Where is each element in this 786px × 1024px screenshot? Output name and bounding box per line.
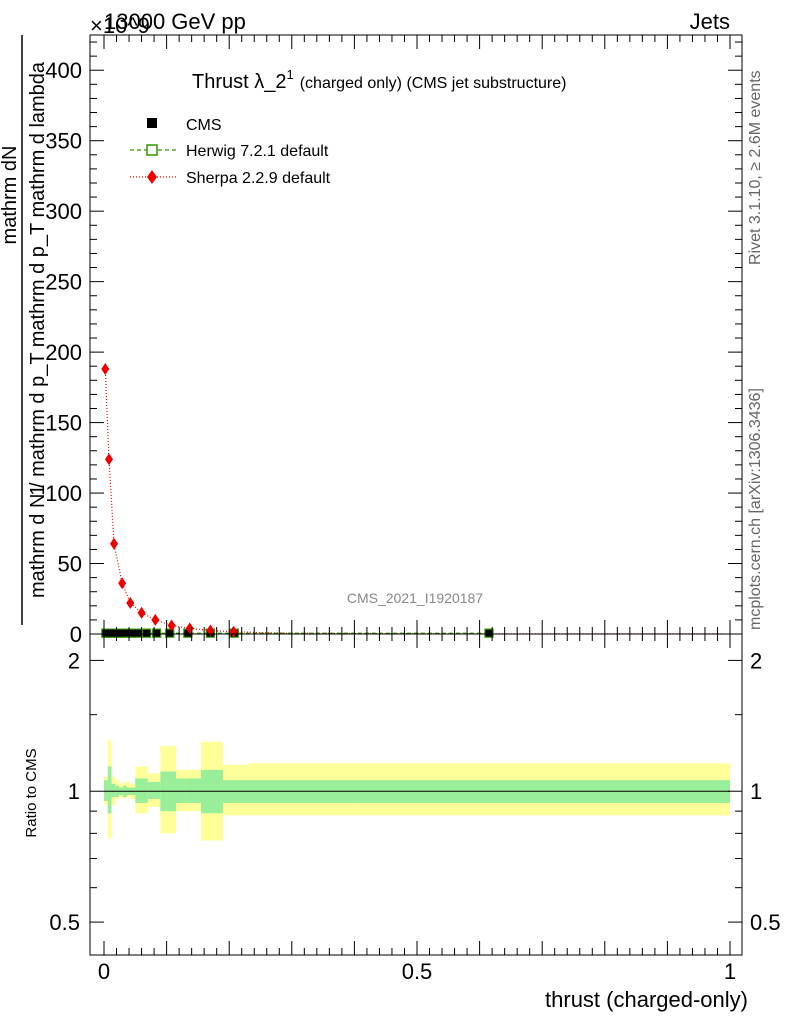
legend-label-cms: CMS (186, 117, 222, 134)
y-label-denominator: mathrm d N / mathrm d p_T mathrm d p_T m… (27, 61, 49, 598)
sherpa-point (206, 624, 215, 637)
sherpa-point (167, 619, 176, 632)
y-tick-label: 200 (45, 340, 82, 365)
ratio-y-axis-label: Ratio to CMS (23, 748, 40, 837)
axis-exponent-label: ×10^9 (90, 13, 150, 38)
cms-point (143, 629, 151, 637)
x-tick-label: 0 (98, 959, 110, 984)
title-rest-text: (charged only) (CMS jet substructure) (300, 75, 567, 92)
sherpa-point (137, 606, 146, 619)
cms-point (184, 629, 192, 637)
stat-band-bin (147, 782, 155, 799)
legend-marker-sherpa (147, 170, 157, 184)
plot-title-main: Thrust λ_21 (charged only) (CMS jet subst… (192, 67, 566, 93)
ratio-y-tick-label: 1 (68, 779, 80, 804)
y-tick-label: 50 (58, 552, 82, 577)
cms-point (113, 629, 121, 637)
stat-band-bin (154, 782, 161, 799)
sherpa-point (101, 363, 110, 376)
title-superscript: 1 (286, 67, 293, 82)
plot-title: Thrust λ_21 (charged only) (CMS jet subst… (192, 67, 566, 93)
y-label-one: 1 (27, 484, 49, 495)
y-tick-label: 0 (70, 622, 82, 647)
stat-band-bin (185, 778, 202, 803)
y-tick-label: 400 (45, 58, 82, 83)
sherpa-point (105, 453, 114, 466)
legend-marker-cms (147, 118, 157, 128)
sherpa-point (118, 577, 127, 590)
analysis-watermark: CMS_2021_I1920187 (347, 590, 483, 606)
title-main-text: Thrust λ_2 (192, 71, 286, 93)
y-tick-label: 100 (45, 481, 82, 506)
ratio-y-tick-label: 2 (68, 648, 80, 673)
ratio-y-tick-label: 0.5 (49, 910, 80, 935)
sherpa-line (104, 368, 724, 635)
process-label: Jets (690, 9, 730, 34)
y-tick-label: 350 (45, 129, 82, 154)
legend-marker-herwig (146, 144, 158, 156)
ratio-frame (89, 633, 743, 956)
main-y-axis-label: 1 mathrm dN mathrm d N / mathrm d p_T ma… (0, 35, 49, 625)
stat-band-bin (135, 778, 142, 803)
x-tick-label: 0.5 (402, 959, 433, 984)
cms-point (134, 629, 142, 637)
sherpa-point (126, 596, 135, 609)
legend-label-herwig: Herwig 7.2.1 default (186, 143, 329, 160)
stat-band-bin (104, 780, 108, 801)
cms-point (153, 629, 161, 637)
cms-point (102, 629, 110, 637)
cms-point (166, 629, 174, 637)
y-tick-label: 300 (45, 199, 82, 224)
source-reference-label: mcplots.cern.ch [arXiv:1306.3436] (747, 388, 764, 630)
stat-band-bin (141, 778, 148, 803)
cms-point (128, 629, 136, 637)
main-panel: 0 50 100 150 200 250 300 350 400 (45, 34, 743, 955)
legend: CMS Herwig 7.2.1 default Sherpa 2.2.9 de… (130, 117, 331, 187)
ratio-y-tick-label-right: 2 (750, 648, 762, 673)
y-tick-label: 150 (45, 411, 82, 436)
sherpa-point (110, 537, 119, 550)
cms-point (118, 629, 126, 637)
cms-point (106, 629, 114, 637)
cms-point (109, 629, 117, 637)
sherpa-point (229, 625, 238, 638)
cms-point (123, 629, 131, 637)
y-tick-label: 250 (45, 270, 82, 295)
stat-band-bin (175, 778, 186, 803)
stat-band-bin (107, 766, 112, 814)
cms-point (485, 629, 493, 637)
x-tick-label: 1 (724, 959, 736, 984)
energy-label: 13000 GeV pp (104, 9, 246, 34)
rivet-version-label: Rivet 3.1.10, ≥ 2.6M events (747, 70, 764, 265)
y-label-numerator: mathrm dN (0, 146, 21, 245)
x-axis-label: thrust (charged-only) (545, 987, 748, 1012)
ratio-panel: 0 0.5 1 0.5 0.5 1 1 2 2 (49, 633, 781, 984)
ratio-y-tick-label-right: 0.5 (750, 910, 781, 935)
legend-label-sherpa: Sherpa 2.2.9 default (186, 170, 331, 187)
ratio-y-tick-label-right: 1 (750, 779, 762, 804)
sherpa-point (151, 613, 160, 626)
stat-band-bin (111, 783, 116, 797)
